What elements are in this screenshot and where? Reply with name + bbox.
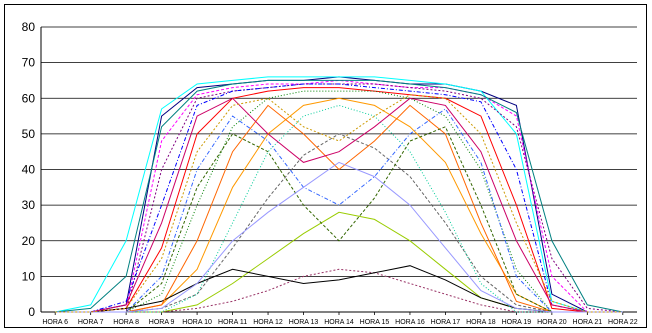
y-tick-label: 60 <box>22 91 36 105</box>
chart-frame: 0 10 20 30 40 50 60 70 80 HORA 6 HORA 7 HORA 8 HORA … <box>4 4 647 328</box>
series-line-10 <box>55 133 623 313</box>
x-tick-label: HORA 22 <box>608 319 638 326</box>
y-tick-label: 40 <box>22 163 36 177</box>
x-tick-label: HORA 18 <box>466 319 496 326</box>
series-line-7 <box>55 87 623 313</box>
x-tick-label: HORA 13 <box>289 319 319 326</box>
series-line-5 <box>55 79 623 313</box>
series-line-2 <box>55 79 623 313</box>
x-tick-label: HORA 11 <box>218 319 247 326</box>
x-tick-label: HORA 19 <box>502 319 532 326</box>
series-line-18 <box>55 126 623 313</box>
x-tick-label: HORA 8 <box>113 319 139 326</box>
y-tick-label: 20 <box>22 234 36 248</box>
series-line-3 <box>55 76 623 313</box>
x-tick-label: HORA 16 <box>395 319 425 326</box>
x-tick-label: HORA 7 <box>78 319 104 326</box>
x-tick-label: HORA 9 <box>149 319 175 326</box>
x-tick-label: HORA 14 <box>324 319 354 326</box>
x-tick-label: HORA 12 <box>253 319 283 326</box>
series-line-16 <box>55 104 623 313</box>
y-tick-label: 80 <box>22 20 36 34</box>
x-tick-label: HORA 21 <box>573 319 603 326</box>
y-tick-label: 70 <box>22 56 36 70</box>
y-tick-label: 50 <box>22 127 36 141</box>
x-tick-label: HORA 17 <box>431 319 461 326</box>
series-line-17 <box>55 97 623 313</box>
y-tick-label: 0 <box>28 305 35 319</box>
x-tick-label: HORA 6 <box>42 319 68 326</box>
x-tick-label: HORA 15 <box>360 319 390 326</box>
series-line-4 <box>55 83 623 313</box>
series-line-19 <box>55 161 623 313</box>
line-chart: 0 10 20 30 40 50 60 70 80 HORA 6 HORA 7 HORA 8 HORA … <box>22 20 638 326</box>
series-line-15 <box>55 104 623 313</box>
y-tick-label: 10 <box>22 269 36 283</box>
x-tick-label: HORA 20 <box>537 319 567 326</box>
series-line-14 <box>55 108 623 313</box>
y-tick-label: 30 <box>22 198 36 212</box>
series-line-6 <box>55 83 623 313</box>
x-tick-label: HORA 10 <box>182 319 212 326</box>
